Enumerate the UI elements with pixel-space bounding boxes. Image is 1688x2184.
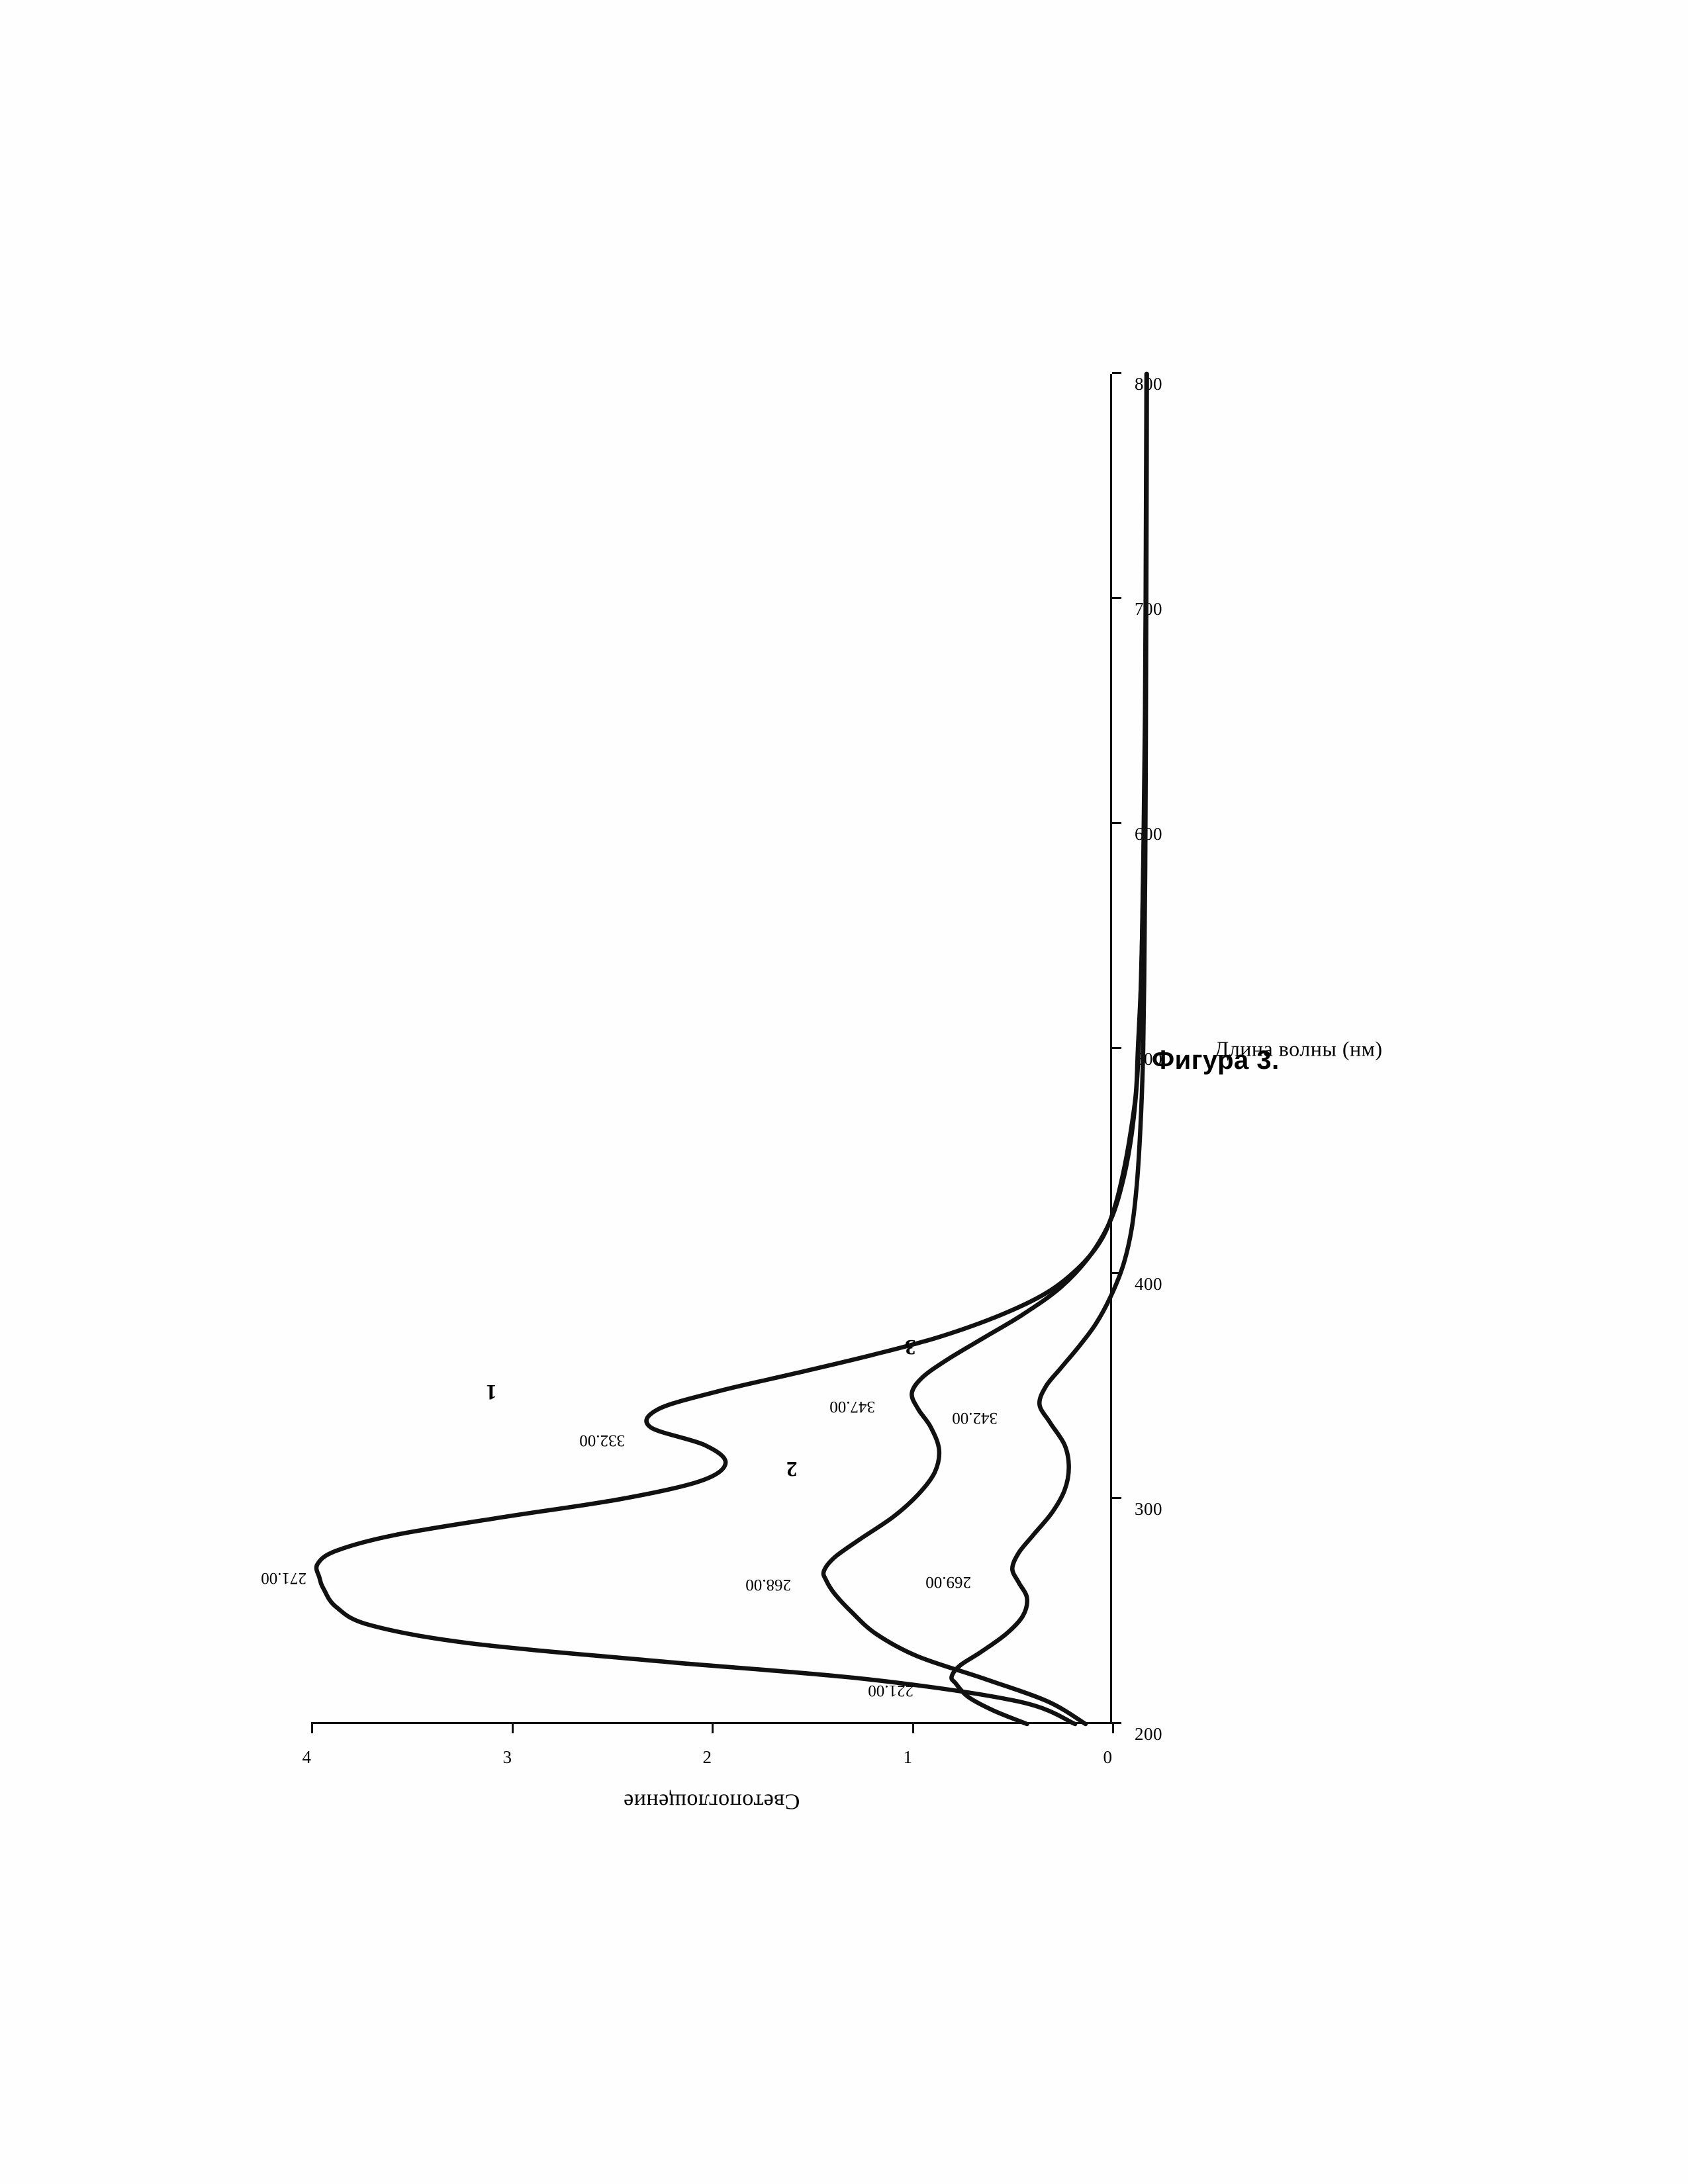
peak-value-label: 269.00	[926, 1572, 972, 1591]
y-tick-label: 3	[502, 1747, 512, 1768]
patent-page: 200300400500600700800 01234 271.00332.00…	[0, 0, 1688, 2184]
plot-region: 200300400500600700800 01234 271.00332.00…	[311, 374, 1112, 1724]
figure-3-chart: 200300400500600700800 01234 271.00332.00…	[265, 281, 1423, 1903]
y-tick-label: 4	[303, 1747, 312, 1768]
chart-area: 200300400500600700800 01234 271.00332.00…	[291, 347, 1231, 1823]
y-tick	[1112, 1724, 1114, 1733]
curve-2	[823, 374, 1147, 1724]
y-tick	[912, 1724, 914, 1733]
y-tick	[311, 1724, 313, 1733]
peak-value-label: 347.00	[829, 1397, 875, 1416]
series-label: 3	[905, 1334, 916, 1359]
series-label: 1	[486, 1379, 497, 1404]
peak-value-label: 221.00	[868, 1681, 914, 1700]
peak-value-label: 342.00	[952, 1408, 998, 1427]
x-tick-label: 200	[1135, 1724, 1162, 1745]
y-axis-title: Светопоглощение	[624, 1789, 800, 1814]
figure-caption: Фигура 3.	[1152, 1046, 1280, 1075]
y-tick-label: 0	[1103, 1747, 1113, 1768]
y-tick-label: 1	[903, 1747, 912, 1768]
peak-value-label: 332.00	[579, 1431, 625, 1449]
y-tick	[512, 1724, 514, 1733]
peak-value-label: 271.00	[261, 1569, 306, 1587]
y-tick-label: 2	[703, 1747, 712, 1768]
peak-value-label: 268.00	[745, 1575, 791, 1594]
y-tick	[712, 1724, 714, 1733]
curve-3	[951, 374, 1147, 1724]
series-label: 2	[786, 1456, 798, 1480]
curve-1	[316, 374, 1147, 1724]
spectrum-curves	[311, 374, 1149, 1724]
